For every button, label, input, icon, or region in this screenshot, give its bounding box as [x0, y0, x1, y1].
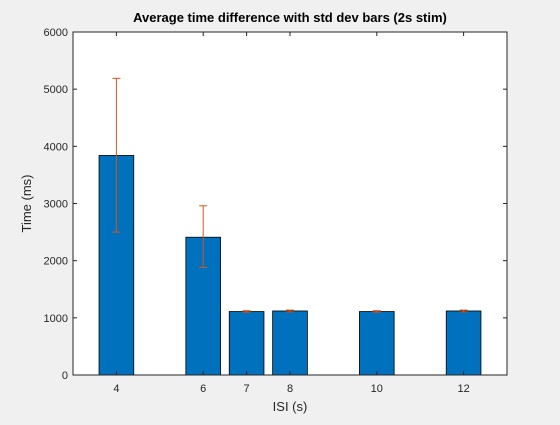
y-tick-label: 2000 — [44, 256, 68, 268]
error-bars-layer — [112, 77, 468, 313]
error-bar-8 — [286, 309, 294, 313]
x-tick-label: 10 — [371, 383, 383, 395]
error-bar-7 — [242, 310, 251, 313]
chart-title: Average time difference with std dev bar… — [133, 10, 447, 25]
error-bar-12 — [459, 309, 468, 313]
y-tick-label: 6000 — [44, 27, 68, 39]
y-tick-label: 5000 — [44, 84, 68, 96]
x-tick-label: 7 — [244, 383, 250, 395]
error-bar-4 — [112, 77, 121, 233]
bar-7 — [228, 311, 265, 376]
y-tick-label: 0 — [62, 370, 68, 382]
error-bar-10 — [372, 310, 381, 313]
y-tick-label: 4000 — [44, 141, 68, 153]
x-axis-label: ISI (s) — [273, 399, 308, 414]
ticks-layer: 4 6 7 8 10 12 0 1000 2000 3000 4000 5000 6000 — [44, 27, 507, 395]
x-tick-label: 8 — [287, 383, 293, 395]
bar-8 — [272, 310, 308, 376]
x-tick-label: 4 — [113, 383, 119, 395]
y-tick-label: 1000 — [44, 313, 68, 325]
bar-10 — [359, 311, 395, 376]
bar-12 — [445, 310, 482, 376]
y-axis-label: Time (ms) — [19, 174, 34, 232]
error-bar-6 — [199, 205, 208, 269]
x-tick-label: 6 — [200, 383, 206, 395]
x-tick-label: 12 — [457, 383, 469, 395]
y-tick-label: 3000 — [44, 199, 68, 211]
